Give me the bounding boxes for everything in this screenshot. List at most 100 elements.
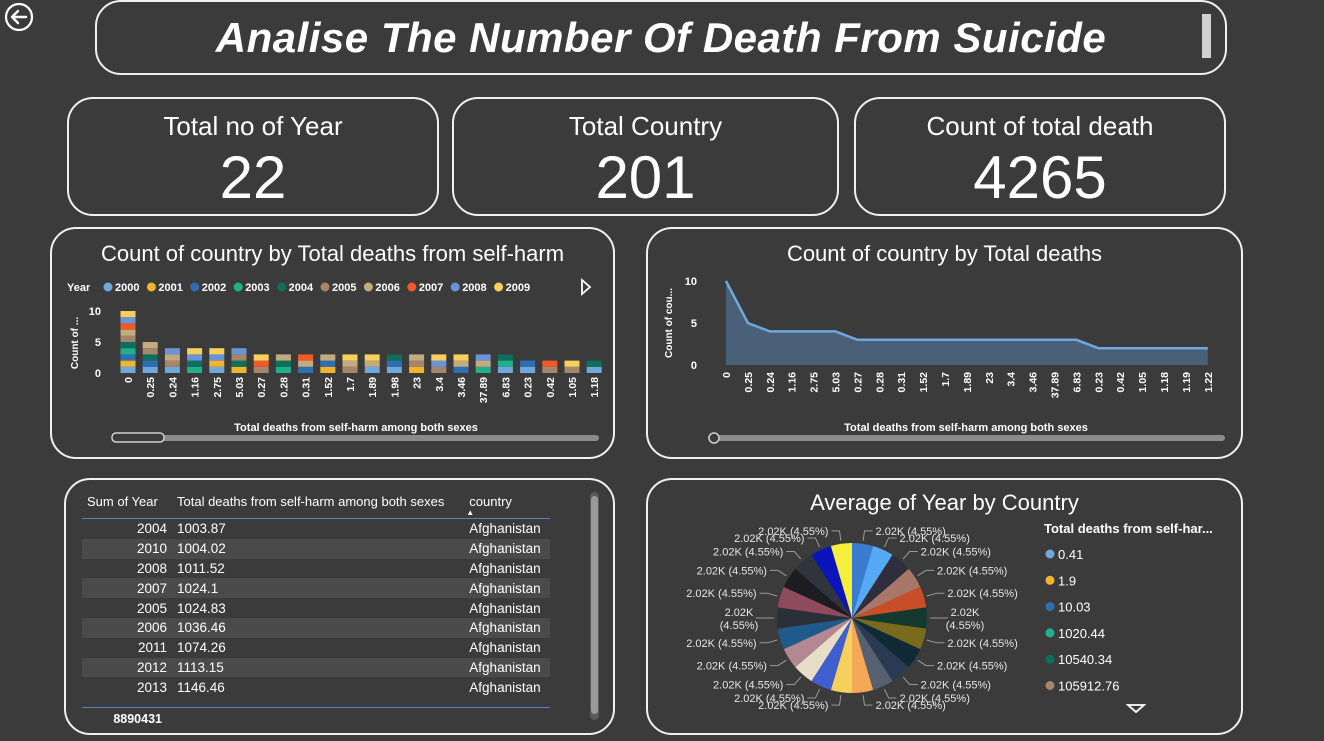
legend-item[interactable]: 2000 [103,282,140,294]
bar-segment[interactable] [209,354,225,361]
bar-segment[interactable] [298,366,314,373]
table-row[interactable]: 2013 1146.46 Afghanistan [82,677,550,697]
bar-segment[interactable] [120,311,136,318]
pie-slice[interactable] [795,618,852,682]
bar-segment[interactable] [187,348,203,355]
bar-segment[interactable] [431,366,447,373]
bar-segment[interactable] [187,360,203,367]
pie-slice[interactable] [777,618,852,650]
pie-slice[interactable] [830,618,852,693]
bar-segment[interactable] [542,360,558,367]
bar-segment[interactable] [120,366,136,373]
bar-segment[interactable] [475,354,491,361]
bar-segment[interactable] [209,366,225,373]
bar-segment[interactable] [231,348,247,355]
bar-segment[interactable] [298,360,314,367]
legend-item[interactable]: 2009 [494,282,530,294]
bar-segment[interactable] [586,366,602,373]
table-row[interactable]: 2005 1024.83 Afghanistan [82,598,550,618]
chart-scrollbar-thumb[interactable] [708,432,720,444]
pie-slice[interactable] [852,586,927,618]
legend-item[interactable]: 1020.44 [1045,626,1106,641]
legend-item[interactable]: 2004 [277,282,314,294]
bar-segment[interactable] [497,354,513,361]
chart-scrollbar-thumb[interactable] [111,432,165,443]
bar-segment[interactable] [497,366,513,373]
bar-segment[interactable] [253,366,269,373]
bar-segment[interactable] [453,366,469,373]
bar-segment[interactable] [120,317,136,324]
bar-segment[interactable] [142,342,158,349]
bar-segment[interactable] [120,360,136,367]
legend-item[interactable]: 0.41 [1045,547,1084,562]
bar-segment[interactable] [364,354,380,361]
legend-item[interactable]: 2002 [190,282,226,294]
chart-scrollbar[interactable] [708,435,1225,441]
back-button[interactable] [4,2,34,32]
bar-segment[interactable] [209,348,225,355]
bar-segment[interactable] [164,348,180,355]
pie-slice[interactable] [852,554,909,618]
bar-segment[interactable] [520,366,536,373]
pie-slice[interactable] [811,618,852,690]
bar-segment[interactable] [342,366,358,373]
pie-slice[interactable] [830,543,852,618]
table-scrollbar[interactable] [590,492,599,720]
legend-next-icon[interactable] [581,278,592,296]
bar-segment[interactable] [386,366,402,373]
bar-segment[interactable] [120,329,136,336]
bar-segment[interactable] [231,360,247,367]
bar-segment[interactable] [120,342,136,349]
legend-item[interactable]: 2003 [233,282,270,294]
bar-segment[interactable] [475,366,491,373]
bar-segment[interactable] [431,360,447,367]
pie-slice[interactable] [852,546,893,618]
legend-item[interactable]: 2006 [363,282,400,294]
series-line[interactable] [724,280,1208,350]
pie-slice[interactable] [795,554,852,618]
bar-segment[interactable] [409,360,425,367]
legend-more-icon[interactable] [1125,704,1147,714]
bar-segment[interactable] [342,360,358,367]
legend-item[interactable]: 2008 [450,282,487,294]
bar-segment[interactable] [520,360,536,367]
chart-scrollbar[interactable] [112,435,599,441]
pie-slice[interactable] [852,618,927,650]
bar-segment[interactable] [209,360,225,367]
bar-segment[interactable] [120,354,136,361]
table-scrollbar-thumb[interactable] [591,496,598,714]
pie-slice[interactable] [783,618,852,668]
bar-segment[interactable] [320,366,336,373]
legend-item[interactable]: 2007 [407,282,443,294]
bar-segment[interactable] [586,360,602,367]
bar-segment[interactable] [386,354,402,361]
bar-segment[interactable] [364,360,380,367]
bar-segment[interactable] [187,354,203,361]
pie-slice[interactable] [777,607,852,629]
bar-segment[interactable] [164,354,180,361]
bar-segment[interactable] [275,354,291,361]
column-header-sum-of-year[interactable]: Sum of Year [87,494,158,509]
column-header-total-deaths[interactable]: Total deaths from self-harm among both s… [177,494,445,509]
bar-segment[interactable] [231,366,247,373]
bar-segment[interactable] [364,366,380,373]
bar-segment[interactable] [320,360,336,367]
bar-segment[interactable] [564,366,580,373]
legend-item[interactable]: 2005 [320,282,357,294]
legend-item[interactable]: 1.9 [1045,573,1077,588]
legend-item[interactable]: 105912.76 [1045,679,1120,694]
bar-segment[interactable] [142,366,158,373]
bar-segment[interactable] [409,354,425,361]
bar-segment[interactable] [142,360,158,367]
bar-segment[interactable] [120,348,136,355]
pie-slice[interactable] [852,543,874,618]
legend-item[interactable]: 2001 [146,282,183,294]
pie-slice[interactable] [852,607,927,629]
bar-segment[interactable] [475,360,491,367]
table-row[interactable]: 2011 1074.26 Afghanistan [82,638,550,658]
bar-segment[interactable] [120,335,136,342]
pie-slice[interactable] [852,618,921,668]
table-row[interactable]: 2006 1036.46 Afghanistan [82,617,550,638]
column-header-country[interactable]: country ▲ [464,494,550,519]
bar-segment[interactable] [164,366,180,373]
